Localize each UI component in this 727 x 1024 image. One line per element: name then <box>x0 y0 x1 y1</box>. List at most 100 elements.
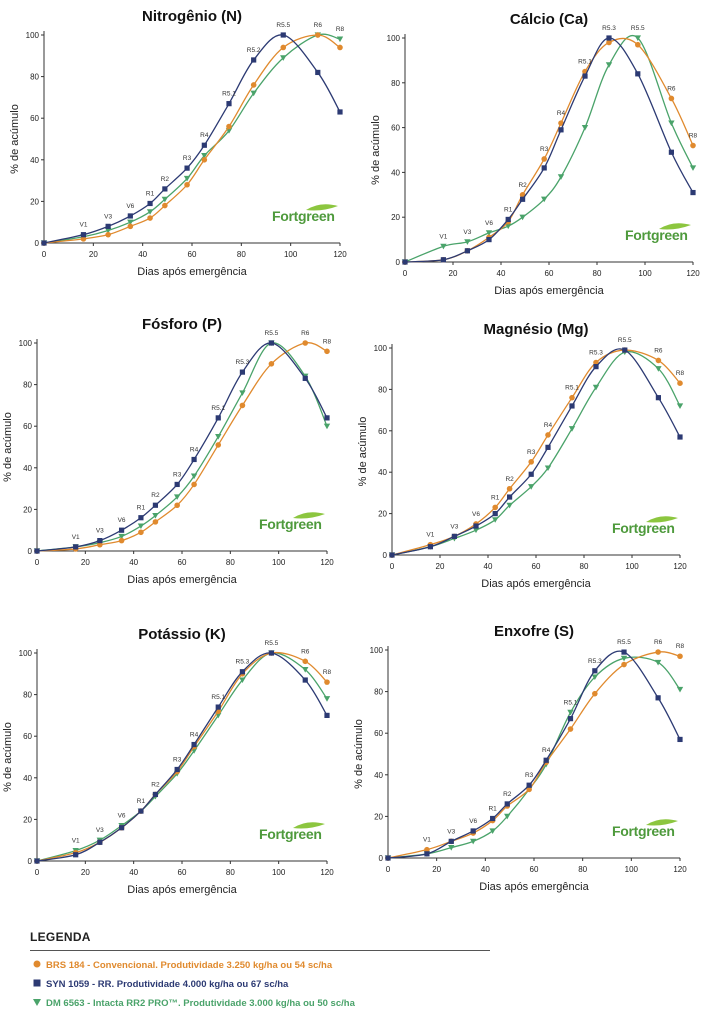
data-point-dm <box>519 214 526 221</box>
leaf-icon <box>646 819 678 826</box>
stage-label: V3 <box>96 528 104 535</box>
stage-label: R5.5 <box>618 337 632 344</box>
y-tick-label: 60 <box>23 422 32 431</box>
data-point-dm <box>592 384 600 391</box>
data-point-syn <box>162 186 168 192</box>
y-tick-label: 0 <box>383 551 388 560</box>
legend-item-syn: SYN 1059 - RR. Produtividade 4.000 kg/ha… <box>32 978 490 991</box>
stage-label: V6 <box>126 203 134 210</box>
data-point-brs <box>635 41 641 48</box>
stage-label: V3 <box>96 827 104 834</box>
data-point-dm <box>280 55 287 61</box>
y-tick-label: 0 <box>396 258 401 267</box>
stage-label: V1 <box>72 534 80 541</box>
data-point-dm <box>183 175 191 182</box>
leaf-icon <box>659 223 691 230</box>
stage-label: R3 <box>525 772 534 779</box>
fortgreen-logo: Fortgreen <box>272 204 338 224</box>
data-point-brs <box>545 432 551 438</box>
data-point-brs <box>567 726 574 732</box>
stage-label: R5.1 <box>564 699 578 706</box>
data-point-syn <box>226 101 232 107</box>
data-point-syn <box>569 403 575 409</box>
data-point-brs <box>226 123 232 130</box>
stage-label: R5.3 <box>589 349 603 356</box>
stage-label: R5.5 <box>265 330 279 337</box>
data-point-brs <box>528 459 534 465</box>
y-tick-label: 60 <box>30 114 39 123</box>
data-point-syn <box>451 533 457 539</box>
stage-label: V3 <box>104 213 112 220</box>
x-axis-label: Dias após emergência <box>481 578 591 590</box>
fortgreen-logo: Fortgreen <box>625 223 691 243</box>
legend-item-dm: DM 6563 - Intacta RR2 PRO™. Produtividad… <box>32 997 490 1010</box>
data-point-dm <box>173 494 181 500</box>
data-point-syn <box>34 858 40 864</box>
x-tick-label: 100 <box>625 865 639 874</box>
data-point-syn <box>622 347 628 353</box>
data-point-dm <box>469 838 477 845</box>
stage-label: V1 <box>79 222 87 229</box>
data-point-dm <box>544 465 552 472</box>
x-tick-label: 80 <box>226 558 235 567</box>
x-tick-label: 80 <box>578 865 587 874</box>
y-tick-label: 80 <box>378 385 387 394</box>
stage-label: R8 <box>676 643 685 650</box>
data-point-brs <box>690 142 696 149</box>
data-point-syn <box>690 189 696 196</box>
data-point-dm <box>557 174 565 180</box>
data-point-syn <box>324 712 330 718</box>
data-point-syn <box>138 808 144 814</box>
stage-label: V6 <box>472 511 480 518</box>
stage-label: R6 <box>654 639 663 646</box>
data-point-syn <box>677 434 683 440</box>
data-point-brs <box>337 44 343 51</box>
y-tick-label: 40 <box>378 468 387 477</box>
logo-text: Fortgreen <box>612 520 675 536</box>
data-point-brs <box>118 537 125 544</box>
stage-label: R2 <box>518 182 527 189</box>
x-tick-label: 40 <box>138 250 147 259</box>
data-point-dm <box>448 845 455 851</box>
data-point-dm <box>668 120 675 127</box>
x-tick-label: 100 <box>284 250 298 259</box>
data-point-dm <box>504 813 511 820</box>
data-point-syn <box>528 471 534 477</box>
data-point-syn <box>191 456 197 463</box>
x-tick-label: 100 <box>638 269 652 278</box>
data-point-dm <box>676 403 684 409</box>
data-point-brs <box>302 340 309 346</box>
data-point-syn <box>473 523 479 529</box>
stage-label: R4 <box>557 110 566 117</box>
data-point-syn <box>337 109 343 115</box>
data-point-syn <box>105 223 111 229</box>
data-point-dm <box>137 523 145 530</box>
data-point-syn <box>402 259 408 265</box>
stage-label: V6 <box>485 220 493 227</box>
chart-4: Potássio (K) 0 20 40 60 80 100 120 0 20 40 60 80 100 D… <box>2 626 334 896</box>
data-point-dm <box>190 473 198 480</box>
stage-label: R2 <box>161 176 170 183</box>
data-point-brs <box>127 223 134 230</box>
y-tick-label: 0 <box>35 239 40 248</box>
data-point-dm <box>118 533 125 540</box>
data-point-syn <box>677 736 683 743</box>
data-point-syn <box>593 364 599 370</box>
data-point-brs <box>215 442 222 448</box>
data-point-syn <box>655 695 661 701</box>
x-tick-label: 40 <box>484 562 493 571</box>
logo-text: Fortgreen <box>612 823 675 839</box>
stage-label: R3 <box>540 146 549 153</box>
y-axis-label: % de acúmulo <box>353 719 365 789</box>
data-point-brs <box>162 202 168 209</box>
y-tick-label: 20 <box>391 213 400 222</box>
data-point-syn <box>520 196 526 202</box>
data-point-brs <box>324 348 330 355</box>
data-point-brs <box>677 380 683 386</box>
x-tick-label: 0 <box>390 562 395 571</box>
data-point-syn <box>507 494 513 500</box>
data-point-syn <box>389 552 395 558</box>
x-tick-label: 40 <box>481 865 490 874</box>
data-point-syn <box>427 544 433 550</box>
chart-3: Magnésio (Mg) 0 20 40 60 80 100 120 0 20 40 60 80 100… <box>357 321 687 590</box>
